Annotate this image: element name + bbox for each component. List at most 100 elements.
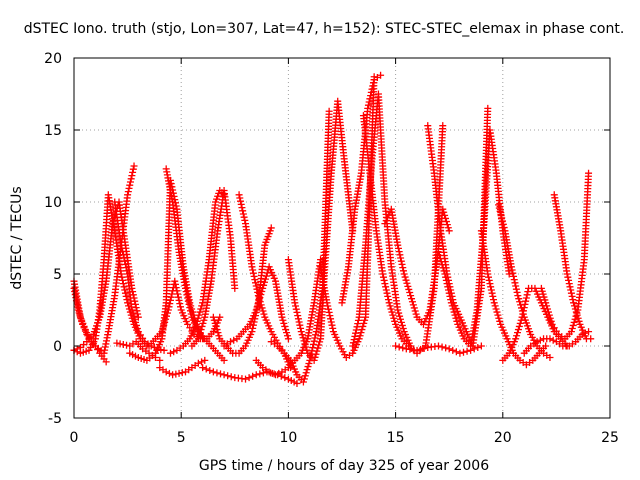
data-point	[349, 339, 357, 347]
data-point	[275, 369, 283, 377]
data-point	[129, 309, 137, 317]
data-point	[544, 308, 552, 316]
data-point	[521, 300, 529, 308]
data-point	[125, 184, 133, 192]
data-point	[381, 280, 389, 288]
data-point	[499, 217, 507, 225]
series-22	[381, 205, 453, 328]
data-point	[102, 358, 110, 366]
data-point	[293, 379, 301, 387]
data-point	[227, 373, 235, 381]
data-point	[132, 318, 140, 326]
data-point	[267, 224, 275, 232]
data-point	[158, 328, 166, 336]
data-point	[438, 343, 446, 351]
data-point	[352, 326, 360, 334]
data-point	[578, 330, 586, 338]
data-point	[355, 335, 363, 343]
data-point	[162, 315, 170, 323]
data-point	[395, 248, 403, 256]
data-point	[161, 318, 169, 326]
data-point	[251, 276, 259, 284]
data-point	[249, 324, 257, 332]
data-point	[364, 101, 372, 109]
data-point	[241, 216, 249, 224]
data-point	[585, 328, 593, 336]
x-tick-label: 25	[601, 430, 619, 446]
data-point	[198, 358, 206, 366]
data-point	[257, 301, 265, 309]
data-point	[130, 312, 138, 320]
data-point	[196, 308, 204, 316]
data-point	[417, 345, 425, 353]
data-point	[313, 347, 321, 355]
data-point	[581, 329, 589, 337]
data-point	[435, 251, 443, 259]
data-point	[445, 289, 453, 297]
data-point	[453, 317, 461, 325]
data-point	[113, 339, 121, 347]
data-point	[492, 305, 500, 313]
data-point	[392, 342, 400, 350]
data-point	[239, 210, 247, 218]
data-point	[487, 286, 495, 294]
data-point	[284, 335, 292, 343]
data-point	[377, 71, 385, 79]
data-point	[186, 307, 194, 315]
data-point	[380, 276, 388, 284]
series-33	[252, 256, 325, 379]
data-point	[297, 324, 305, 332]
data-point	[500, 224, 508, 232]
data-point	[567, 289, 575, 297]
data-point	[489, 292, 497, 300]
data-point	[210, 316, 218, 324]
data-point	[408, 295, 416, 303]
data-point	[187, 310, 195, 318]
data-point	[445, 227, 453, 235]
data-point	[365, 98, 373, 106]
data-point	[404, 282, 412, 290]
data-point	[570, 299, 578, 307]
data-point	[159, 325, 167, 333]
data-point	[119, 248, 127, 256]
data-point	[574, 314, 582, 322]
data-point	[311, 353, 319, 361]
data-point	[123, 267, 131, 275]
data-point	[490, 299, 498, 307]
data-point	[369, 82, 377, 90]
data-point	[162, 312, 170, 320]
data-point	[252, 279, 260, 287]
data-point	[397, 257, 405, 265]
data-point	[255, 297, 263, 305]
data-point	[283, 329, 291, 337]
series-6	[113, 338, 164, 364]
data-point	[227, 338, 235, 346]
data-point	[326, 312, 334, 320]
data-point	[133, 307, 141, 315]
data-point	[409, 301, 417, 309]
data-point	[442, 344, 450, 352]
y-tick-label: 20	[44, 51, 62, 67]
series-30	[520, 328, 593, 357]
data-point	[546, 354, 554, 362]
y-axis-label: dSTEC / TECUs	[9, 186, 25, 289]
data-point	[545, 311, 553, 319]
data-point	[442, 276, 450, 284]
data-point	[272, 371, 280, 379]
data-point	[369, 79, 377, 87]
data-point	[394, 244, 402, 252]
data-point	[497, 211, 505, 219]
data-point	[216, 313, 224, 321]
data-point	[323, 299, 331, 307]
data-point	[420, 344, 428, 352]
data-point	[181, 284, 189, 292]
data-point	[407, 292, 415, 300]
data-point	[351, 332, 359, 340]
y-tick-label: 5	[53, 267, 62, 283]
data-point	[120, 283, 128, 291]
data-point	[448, 302, 456, 310]
data-point	[510, 272, 518, 280]
series-19	[338, 71, 385, 307]
data-point	[444, 224, 452, 232]
